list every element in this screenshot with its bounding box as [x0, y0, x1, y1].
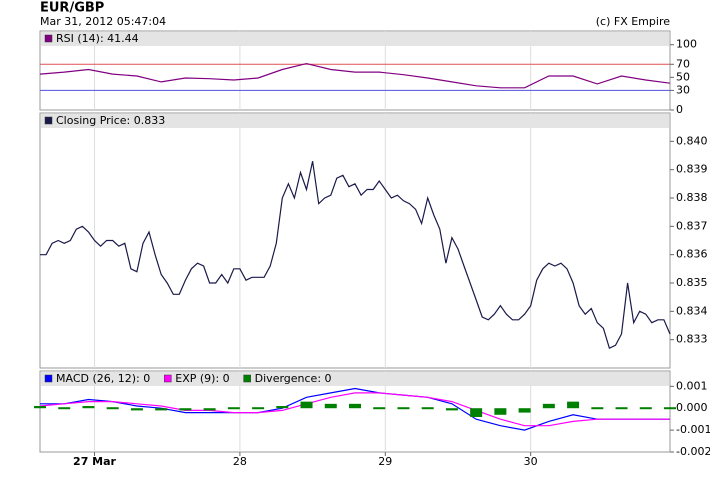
legend-swatch: [164, 374, 172, 383]
panel: [39, 112, 671, 369]
legend-swatch: [44, 374, 53, 383]
bar: [252, 407, 265, 410]
legend-swatch: [243, 374, 251, 383]
bar: [82, 406, 95, 409]
y-tick-label: 0.836: [676, 248, 708, 261]
line: [40, 387, 670, 431]
x-tick-label: 30: [524, 455, 538, 468]
bar: [179, 408, 192, 411]
y-tick-label: 0.835: [676, 276, 708, 289]
legend-label: Divergence: 0: [255, 372, 332, 385]
bar: [227, 407, 240, 410]
x-tick-label: 27 Mar: [73, 455, 117, 468]
bar: [106, 407, 119, 410]
bar: [58, 407, 71, 410]
bar: [542, 403, 555, 409]
panel-header: [41, 114, 669, 128]
bar: [130, 408, 143, 411]
credit: (c) FX Empire: [596, 15, 670, 28]
legend-swatch: [44, 116, 53, 125]
bar: [373, 407, 386, 410]
legend-label: EXP (9): 0: [175, 372, 229, 385]
legend-swatch: [44, 34, 53, 43]
bar: [300, 401, 313, 409]
y-tick-label: 0.838: [676, 191, 708, 204]
bar: [615, 407, 628, 410]
bar: [518, 408, 531, 413]
y-tick-label: 0: [676, 103, 683, 116]
chart-title: EUR/GBP: [40, 1, 104, 16]
bar: [34, 406, 46, 409]
y-tick-label: 30: [676, 83, 690, 96]
y-tick-label: 0.834: [676, 304, 708, 317]
y-tick-label: 100: [676, 38, 697, 51]
line: [40, 161, 671, 350]
line: [39, 62, 671, 89]
legend-label: RSI (14): 41.44: [56, 32, 139, 45]
y-tick-label: -0.001: [676, 423, 710, 436]
y-tick-label: -0.002: [676, 445, 710, 458]
panel-header: [41, 372, 669, 386]
bar: [397, 407, 410, 410]
bar: [155, 408, 168, 411]
bar: [470, 408, 483, 417]
legend-label: MACD (26, 12): 0: [56, 372, 150, 385]
timestamp: Mar 31, 2012 05:47:04: [40, 15, 166, 28]
bar: [445, 408, 458, 411]
bar: [664, 407, 676, 410]
y-tick-label: 0.000: [676, 401, 708, 414]
bar: [203, 408, 216, 411]
y-tick-label: 0.837: [676, 219, 708, 232]
x-tick-label: 29: [378, 455, 392, 468]
y-tick-label: 70: [676, 57, 690, 70]
bar: [276, 406, 289, 409]
bar: [324, 403, 337, 409]
y-tick-label: 50: [676, 70, 690, 83]
bar: [591, 407, 604, 410]
panel-header: [41, 32, 669, 46]
bar: [421, 407, 434, 410]
y-tick-label: 0.840: [676, 134, 708, 147]
y-tick-label: 0.839: [676, 163, 708, 176]
bar: [567, 401, 580, 409]
y-tick-label: 0.001: [676, 379, 708, 392]
y-tick-label: 0.833: [676, 333, 708, 346]
bar: [639, 407, 652, 410]
bar: [349, 403, 361, 409]
bar: [494, 408, 507, 415]
x-tick-label: 28: [233, 455, 247, 468]
line: [39, 392, 670, 427]
legend-label: Closing Price: 0.833: [56, 114, 165, 127]
